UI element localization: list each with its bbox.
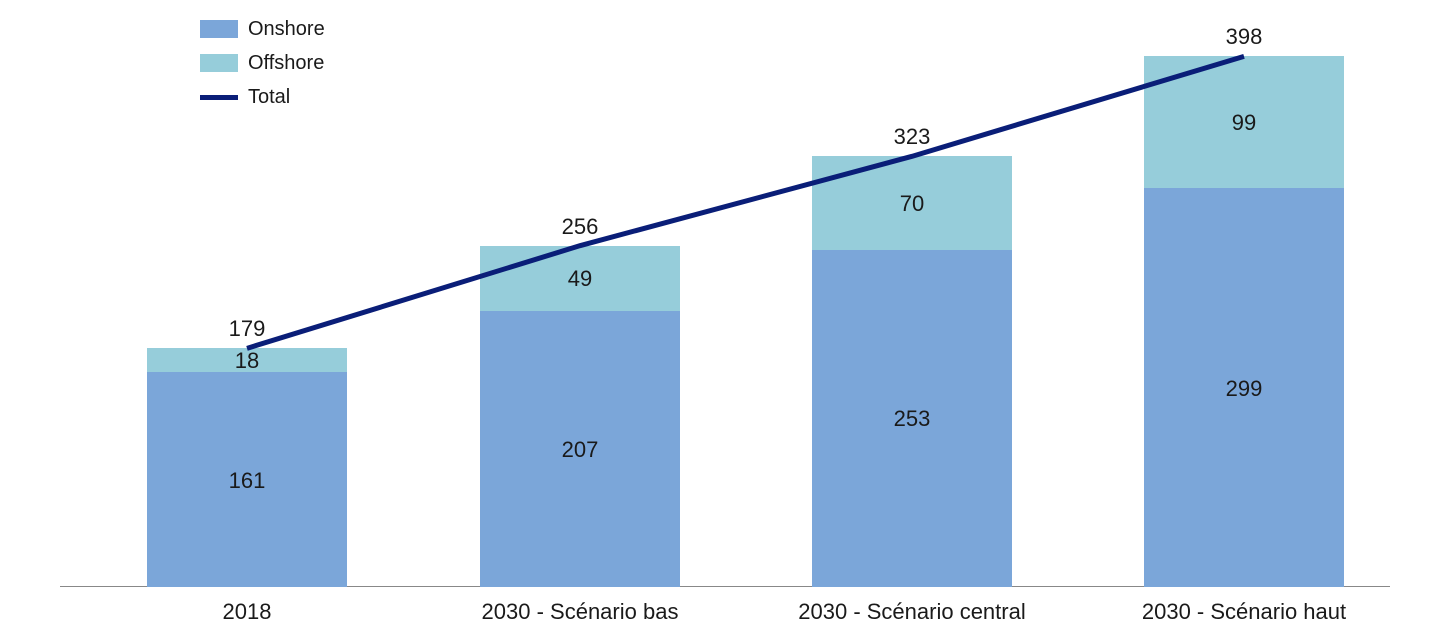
x-tick-label: 2030 - Scénario central <box>798 587 1025 625</box>
total-line <box>60 27 1390 587</box>
total-polyline <box>247 56 1244 348</box>
plot-area: 161 18 179 2018 207 49 256 2030 - Scénar… <box>60 27 1390 587</box>
x-tick-label: 2030 - Scénario bas <box>482 587 679 625</box>
chart-container: Onshore Offshore Total 161 18 179 2018 2… <box>0 0 1430 637</box>
x-tick-label: 2030 - Scénario haut <box>1142 587 1346 625</box>
x-tick-label: 2018 <box>223 587 272 625</box>
